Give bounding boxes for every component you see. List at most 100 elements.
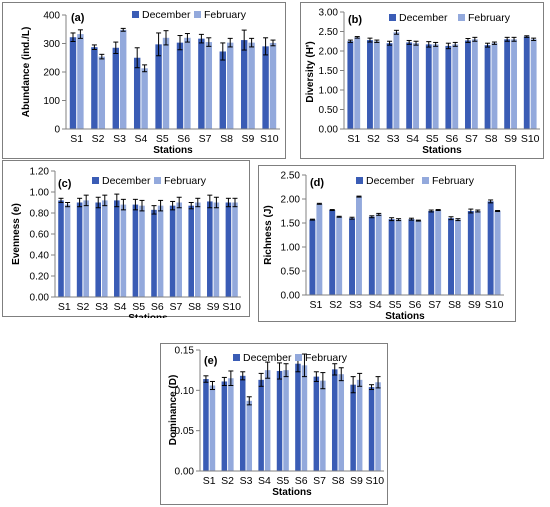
legend-swatch-february (194, 11, 201, 18)
bar-february-s2 (336, 216, 343, 295)
panel-label: (b) (348, 14, 362, 26)
bar-february-s7 (471, 39, 478, 129)
bar-february-s3 (102, 200, 108, 297)
chart-abundance: 0 100 200 300 400 S1 S2 S3 S4 S5 S6 S7 S8 S9 S10 Statio… (21, 9, 280, 156)
x-tick-label: S9 (207, 301, 220, 313)
bar-december-s9 (207, 201, 213, 297)
panel-label: (e) (204, 355, 218, 367)
bar-february-s6 (452, 44, 459, 130)
legend-label-december: December (366, 175, 415, 187)
bar-december-s5 (425, 44, 432, 130)
x-tick-label: S2 (367, 133, 380, 145)
bar-february-s4 (413, 43, 419, 130)
bar-december-s10 (262, 46, 269, 129)
panel-label: (d) (310, 177, 324, 189)
y-tick-label: 200 (43, 68, 60, 79)
bar-february-s4 (141, 68, 148, 129)
bar-december-s7 (465, 40, 471, 129)
x-tick-label: S9 (241, 133, 254, 145)
y-tick-label: 2.00 (319, 47, 339, 58)
bar-december-s6 (295, 363, 301, 471)
legend-swatch-december (132, 11, 139, 18)
x-tick-label: S3 (349, 299, 362, 311)
x-tick-label: S9 (504, 133, 517, 145)
legend-label-february: February (164, 175, 207, 187)
bar-february-s1 (209, 385, 216, 471)
bar-december-s3 (95, 202, 101, 297)
bar-february-s5 (432, 44, 439, 130)
bar-february-s3 (356, 196, 362, 295)
x-axis-label: Stations (385, 311, 425, 322)
bar-february-s2 (83, 200, 89, 297)
legend-label-february: February (305, 352, 348, 364)
chart-evenness: 0.00 0.20 0.40 0.60 0.80 1.00 1.20 S1 S2 S3 S4 S5 S6… (11, 167, 241, 319)
bar-february-s2 (373, 41, 380, 129)
x-tick-label: S3 (387, 133, 400, 145)
x-tick-label: S7 (465, 133, 478, 145)
x-tick-label: S4 (369, 299, 382, 311)
bar-february-s7 (176, 202, 182, 297)
x-tick-label: S4 (258, 475, 271, 487)
bar-december-s9 (504, 39, 511, 129)
bar-december-s4 (368, 216, 375, 295)
bar-december-s10 (225, 202, 232, 297)
y-tick-label: 1.50 (319, 66, 339, 77)
bar-december-s8 (219, 51, 226, 130)
legend-label-december: December (399, 12, 448, 24)
y-tick-label: 1.00 (281, 243, 301, 254)
x-tick-label: S5 (156, 133, 169, 145)
x-tick-label: S6 (295, 475, 308, 487)
bar-december-s4 (406, 42, 413, 129)
x-tick-label: S9 (468, 299, 481, 311)
bar-december-s2 (76, 202, 83, 297)
y-tick-label: 2.50 (281, 171, 301, 182)
panel-label: (a) (71, 12, 85, 24)
bar-february-s6 (184, 37, 191, 129)
bar-december-s3 (112, 47, 119, 129)
x-tick-label: S7 (169, 301, 182, 313)
bar-february-s4 (264, 370, 271, 471)
x-tick-label: S5 (132, 301, 145, 313)
legend-swatch-february (295, 354, 302, 361)
bar-december-s8 (484, 45, 491, 129)
y-tick-label: 0.05 (175, 426, 195, 437)
bar-february-s3 (393, 32, 400, 129)
bar-february-s10 (375, 382, 381, 471)
bar-february-s4 (120, 204, 127, 297)
bar-december-s5 (276, 370, 283, 471)
x-tick-label: S8 (485, 133, 498, 145)
x-tick-label: S10 (521, 133, 540, 145)
panel-label: (c) (58, 178, 72, 190)
x-tick-label: S2 (76, 301, 89, 313)
bar-december-s8 (448, 218, 454, 295)
legend-swatch-february (154, 177, 161, 184)
bar-december-s8 (331, 369, 338, 471)
bar-february-s5 (395, 219, 402, 295)
bar-december-s1 (309, 219, 316, 295)
x-tick-label: S1 (203, 475, 216, 487)
bar-february-s3 (120, 29, 127, 129)
x-tick-label: S10 (485, 299, 504, 311)
bar-february-s1 (316, 203, 323, 295)
y-tick-label: 0.00 (319, 125, 339, 136)
y-tick-label: 0 (54, 125, 60, 136)
y-tick-label: 0.00 (281, 291, 301, 302)
legend-label-february: February (432, 175, 475, 187)
x-tick-label: S2 (329, 299, 342, 311)
y-tick-label: 0.20 (30, 272, 50, 283)
y-tick-label: 2.00 (281, 195, 301, 206)
x-tick-label: S10 (260, 133, 279, 145)
bar-february-s6 (157, 205, 164, 297)
bar-february-s6 (415, 220, 422, 295)
x-tick-label: S6 (445, 133, 458, 145)
x-tick-label: S1 (70, 133, 83, 145)
bar-december-s9 (350, 384, 356, 471)
bar-december-s6 (445, 45, 452, 129)
x-tick-label: S2 (92, 133, 105, 145)
bar-december-s4 (258, 379, 264, 471)
bar-december-s7 (169, 205, 176, 297)
bar-december-s2 (367, 40, 373, 129)
bar-february-s8 (491, 43, 498, 130)
x-tick-label: S4 (114, 301, 127, 313)
x-axis-label: Stations (128, 313, 168, 318)
